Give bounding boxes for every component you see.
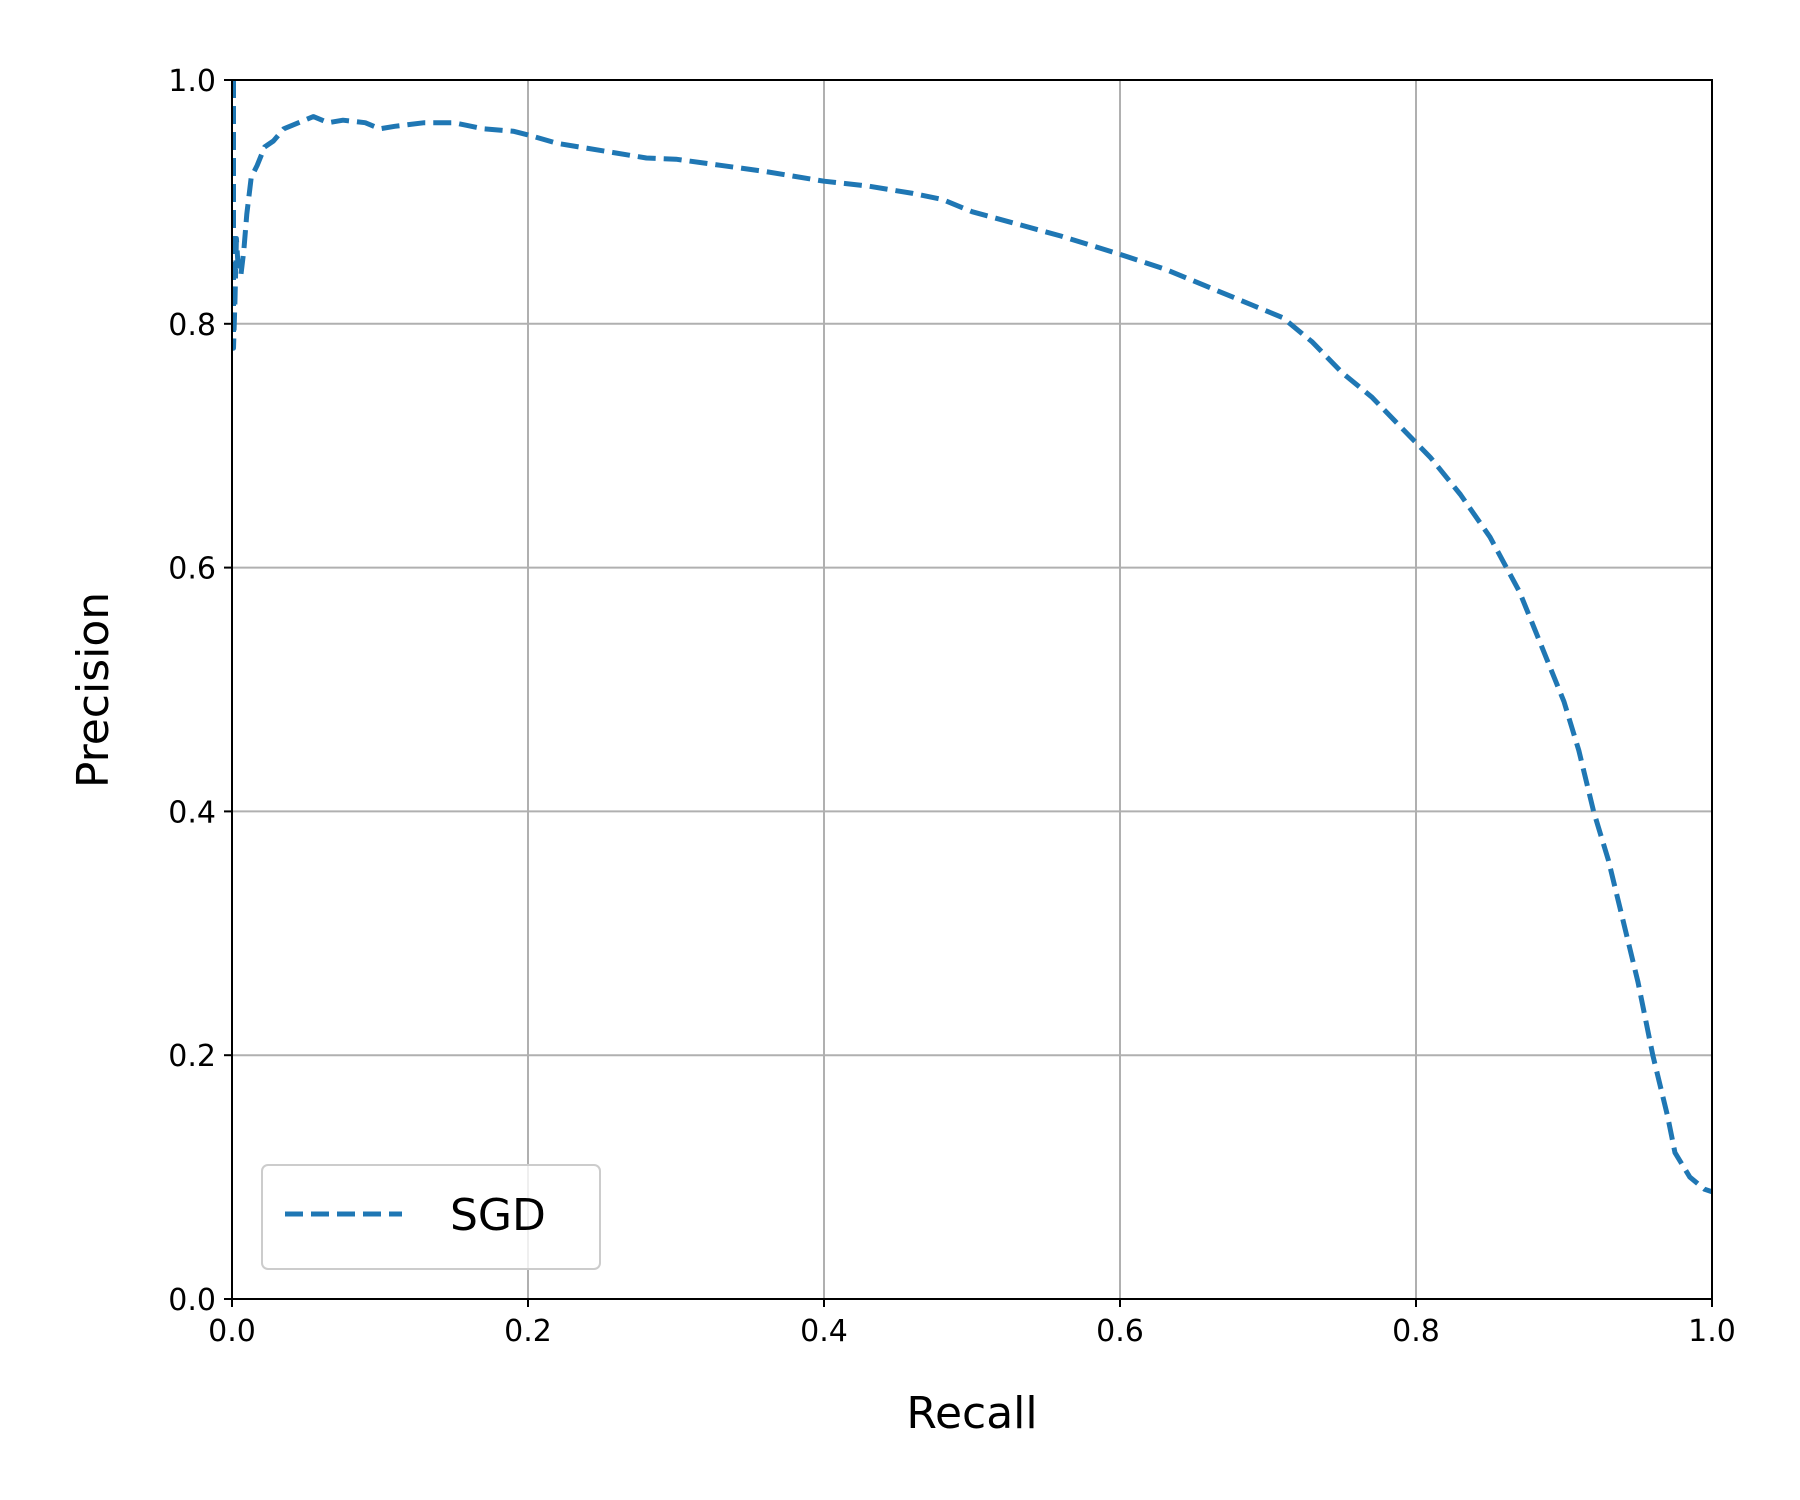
grid-lines: [231, 79, 1713, 1300]
x-axis-label: Recall: [906, 1388, 1037, 1439]
axes-frame: [231, 79, 1713, 1300]
x-tick-label: 0.2: [504, 1314, 552, 1349]
plot-area: [231, 80, 1713, 1195]
y-tick-label: 0.4: [168, 795, 216, 830]
x-tick-label: 0.0: [208, 1314, 256, 1349]
y-axis-label: Precision: [68, 592, 119, 788]
y-tick-label: 0.6: [168, 552, 216, 587]
legend-box: [261, 1164, 601, 1270]
series-line-sgd: [231, 80, 1713, 1195]
y-tick-label: 1.0: [168, 64, 216, 99]
x-tick-label: 0.6: [1096, 1314, 1144, 1349]
y-tick-label: 0.0: [168, 1283, 216, 1318]
x-tick-label: 0.8: [1392, 1314, 1440, 1349]
axis-ticks: 0.0 0.2 0.4 0.6 0.8 1.0 0.0 0.2 0.4 0.6 0.8 1.0: [168, 64, 1736, 1349]
legend-label: SGD: [450, 1190, 546, 1241]
x-tick-label: 0.4: [800, 1314, 848, 1349]
x-tick-label: 1.0: [1688, 1314, 1736, 1349]
y-tick-label: 0.2: [168, 1039, 216, 1074]
legend: SGD: [261, 1164, 601, 1270]
y-tick-label: 0.8: [168, 308, 216, 343]
